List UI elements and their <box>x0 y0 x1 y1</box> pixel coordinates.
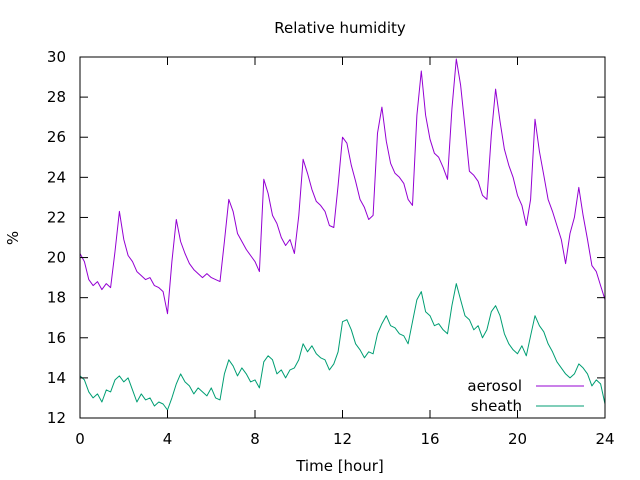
y-tick-label: 18 <box>47 289 66 307</box>
series-line-sheath <box>79 283 606 411</box>
y-tick-label: 12 <box>47 409 66 427</box>
series-layer <box>79 58 606 411</box>
x-tick-label: 0 <box>75 430 85 448</box>
y-tick-label: 28 <box>47 88 66 106</box>
y-axis-label: % <box>4 231 22 245</box>
chart-title: Relative humidity <box>274 19 406 37</box>
x-axis-label: Time [hour] <box>295 457 384 475</box>
y-tick-label: 26 <box>47 128 66 146</box>
x-tick-label: 8 <box>250 430 260 448</box>
y-tick-label: 22 <box>47 208 66 226</box>
x-tick-label: 16 <box>420 430 439 448</box>
plot-frame <box>79 56 606 419</box>
legend-label-aerosol: aerosol <box>467 377 522 395</box>
x-tick-label: 20 <box>508 430 527 448</box>
x-tick-label: 4 <box>163 430 173 448</box>
x-tick-label: 12 <box>333 430 352 448</box>
legend-label-sheath: sheath <box>471 397 522 415</box>
y-tick-label: 20 <box>47 249 66 267</box>
x-tick-label: 24 <box>595 430 614 448</box>
ticks-layer: 12 14 16 18 20 22 24 26 28 30 0 4 8 12 16 20 24 <box>47 48 615 448</box>
y-tick-label: 24 <box>47 168 66 186</box>
y-tick-label: 30 <box>47 48 66 66</box>
y-tick-label: 16 <box>47 329 66 347</box>
y-tick-label: 14 <box>47 369 66 387</box>
series-line-aerosol <box>79 58 606 315</box>
legend: aerosol sheath <box>467 377 584 415</box>
